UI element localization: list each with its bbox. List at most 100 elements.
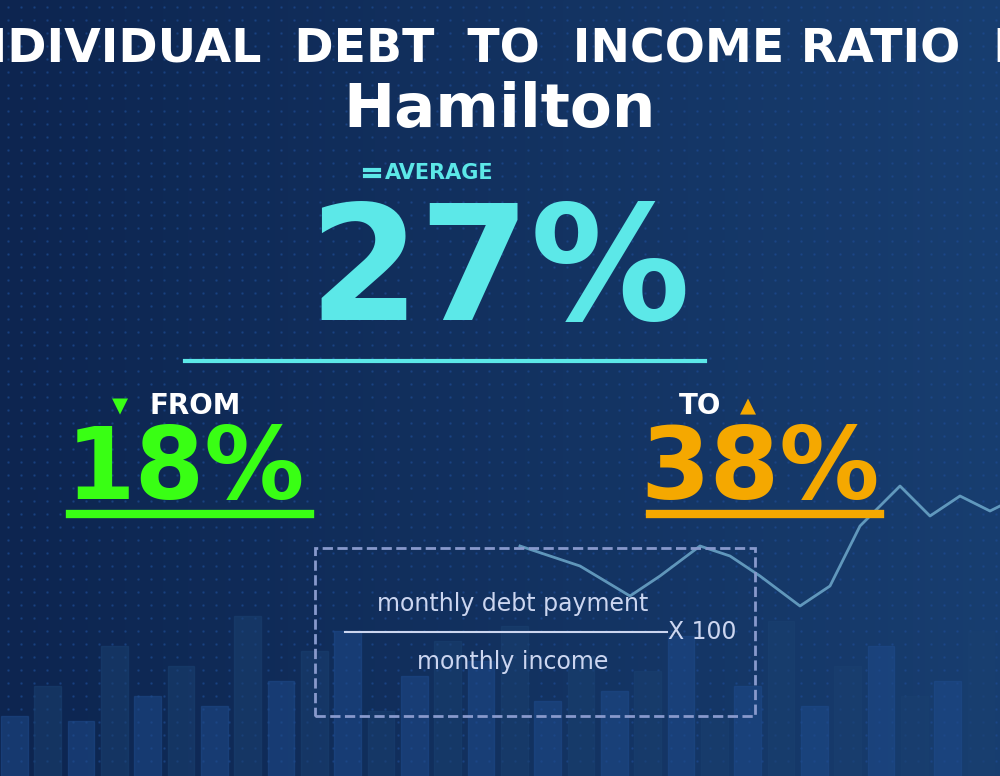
Bar	[488, 0, 501, 776]
Bar	[375, 0, 388, 776]
Text: ▼: ▼	[112, 396, 128, 416]
Bar	[462, 0, 476, 776]
Bar	[100, 0, 114, 776]
Bar	[138, 0, 151, 776]
Bar	[512, 0, 526, 776]
Bar	[175, 0, 188, 776]
Bar	[738, 0, 751, 776]
Bar	[188, 0, 201, 776]
Bar	[601, 691, 628, 776]
Bar	[575, 0, 588, 776]
Bar	[700, 0, 714, 776]
Bar	[88, 0, 101, 776]
Bar	[568, 656, 594, 776]
Bar	[534, 701, 561, 776]
Bar	[1, 716, 28, 776]
Bar	[668, 636, 694, 776]
Text: monthly debt payment: monthly debt payment	[377, 592, 649, 616]
Text: TO: TO	[679, 392, 721, 420]
Bar	[150, 0, 164, 776]
Text: Hamilton: Hamilton	[344, 81, 656, 140]
Bar	[262, 0, 276, 776]
Bar	[200, 0, 214, 776]
Bar	[334, 631, 361, 776]
Bar	[825, 0, 838, 776]
Bar	[750, 0, 764, 776]
Bar	[288, 0, 301, 776]
Bar	[125, 0, 138, 776]
Bar	[950, 0, 964, 776]
Bar	[338, 0, 351, 776]
Bar	[901, 696, 928, 776]
Bar	[638, 0, 651, 776]
Bar	[301, 651, 328, 776]
Bar	[675, 0, 688, 776]
Text: FROM: FROM	[149, 392, 241, 420]
Bar	[763, 0, 776, 776]
Text: monthly income: monthly income	[417, 650, 609, 674]
Bar	[112, 0, 126, 776]
Bar	[450, 0, 464, 776]
Bar	[868, 646, 894, 776]
Bar	[362, 0, 376, 776]
Bar	[350, 0, 364, 776]
Bar	[800, 0, 814, 776]
Bar	[101, 646, 128, 776]
Bar	[701, 716, 728, 776]
Bar	[888, 0, 901, 776]
Bar	[538, 0, 551, 776]
Bar	[34, 686, 61, 776]
Bar	[662, 0, 676, 776]
Bar	[838, 0, 851, 776]
Bar	[50, 0, 64, 776]
Bar	[988, 0, 1000, 776]
Bar	[734, 686, 761, 776]
Bar	[650, 0, 664, 776]
Bar	[612, 0, 626, 776]
Bar	[468, 661, 494, 776]
Bar	[962, 0, 976, 776]
Bar	[801, 706, 828, 776]
Bar	[68, 721, 94, 776]
Bar	[38, 0, 51, 776]
Bar	[725, 0, 738, 776]
Bar	[312, 0, 326, 776]
Bar	[475, 0, 488, 776]
Text: X 100: X 100	[668, 620, 736, 644]
Bar	[413, 0, 426, 776]
Bar	[275, 0, 288, 776]
Text: INDIVIDUAL  DEBT  TO  INCOME RATIO  IN: INDIVIDUAL DEBT TO INCOME RATIO IN	[0, 27, 1000, 72]
Bar	[550, 0, 564, 776]
Bar	[938, 0, 951, 776]
Bar	[588, 0, 601, 776]
Bar	[425, 0, 438, 776]
Bar	[900, 0, 914, 776]
Bar	[62, 0, 76, 776]
Bar	[400, 0, 414, 776]
Bar	[201, 706, 228, 776]
Bar	[25, 0, 38, 776]
Bar	[968, 631, 994, 776]
Bar	[238, 0, 251, 776]
Bar	[834, 666, 861, 776]
Bar	[234, 616, 261, 776]
Bar	[925, 0, 938, 776]
Bar	[434, 641, 461, 776]
Bar	[250, 0, 264, 776]
Bar	[688, 0, 701, 776]
Text: ▲: ▲	[740, 396, 756, 416]
Bar	[812, 0, 826, 776]
Bar	[912, 0, 926, 776]
Bar	[934, 681, 961, 776]
Bar	[168, 666, 194, 776]
Bar	[525, 0, 538, 776]
Text: 27%: 27%	[309, 199, 691, 354]
Bar	[162, 0, 176, 776]
Bar	[438, 0, 451, 776]
Bar	[500, 0, 514, 776]
Bar	[712, 0, 726, 776]
Bar	[975, 0, 988, 776]
Bar	[268, 681, 294, 776]
Bar	[368, 711, 394, 776]
Bar	[775, 0, 788, 776]
